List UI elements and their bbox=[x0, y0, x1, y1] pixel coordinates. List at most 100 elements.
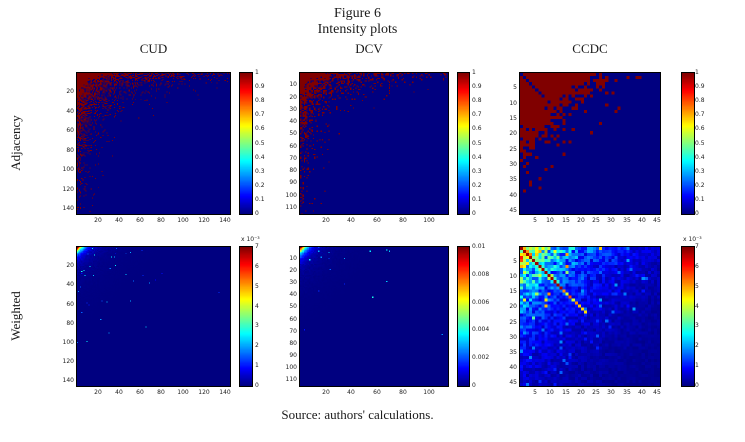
heatmap-canvas-weighted-cud bbox=[77, 247, 230, 386]
colorbar-tick-label-adjacency-dcv: 1 bbox=[472, 69, 476, 76]
y-tick-label-adjacency-dcv: 70 bbox=[289, 155, 297, 162]
y-tick-label-weighted-dcv: 80 bbox=[289, 340, 297, 347]
y-tick-label-adjacency-dcv: 100 bbox=[285, 192, 297, 199]
plot-area-weighted-ccdc bbox=[519, 246, 661, 387]
x-tick-label-adjacency-ccdc: 10 bbox=[546, 217, 554, 224]
colorbar-tick-label-weighted-dcv: 0.006 bbox=[472, 299, 490, 306]
y-tick-label-adjacency-ccdc: 5 bbox=[513, 84, 517, 91]
row-label-adjacency: Adjacency bbox=[8, 115, 23, 171]
x-tick-label-adjacency-ccdc: 20 bbox=[577, 217, 585, 224]
y-tick-label-weighted-dcv: 110 bbox=[285, 376, 297, 383]
y-tick-label-adjacency-cud: 120 bbox=[62, 186, 74, 193]
y-tick-label-weighted-cud: 40 bbox=[66, 281, 74, 288]
x-tick-label-weighted-dcv: 80 bbox=[399, 389, 407, 396]
y-tick-label-adjacency-dcv: 80 bbox=[289, 167, 297, 174]
x-tick-label-adjacency-cud: 100 bbox=[177, 217, 189, 224]
colorbar-tick-label-adjacency-dcv: 0 bbox=[472, 210, 476, 217]
heatmap-canvas-adjacency-cud bbox=[77, 73, 230, 214]
colorbar-tick-label-adjacency-cud: 0 bbox=[255, 210, 259, 217]
y-tick-label-adjacency-dcv: 30 bbox=[289, 106, 297, 113]
y-tick-label-adjacency-dcv: 20 bbox=[289, 94, 297, 101]
colorbar-tick-label-adjacency-cud: 0.8 bbox=[255, 97, 265, 104]
colorbar-multiplier-weighted-ccdc: x 10⁻³ bbox=[683, 236, 702, 243]
x-tick-label-weighted-cud: 20 bbox=[94, 389, 102, 396]
colorbar-tick-label-weighted-ccdc: 5 bbox=[695, 283, 699, 290]
colorbar-tick-label-adjacency-cud: 0.9 bbox=[255, 83, 265, 90]
y-tick-label-weighted-ccdc: 30 bbox=[509, 334, 517, 341]
y-tick-label-weighted-dcv: 70 bbox=[289, 328, 297, 335]
x-tick-label-weighted-ccdc: 15 bbox=[562, 389, 570, 396]
colorbar-tick-label-adjacency-cud: 0.4 bbox=[255, 154, 265, 161]
y-tick-label-adjacency-cud: 20 bbox=[66, 88, 74, 95]
colorbar-tick-label-weighted-ccdc: 1 bbox=[695, 362, 699, 369]
x-tick-label-adjacency-ccdc: 35 bbox=[623, 217, 631, 224]
x-tick-label-weighted-dcv: 60 bbox=[373, 389, 381, 396]
plot-area-weighted-cud bbox=[76, 246, 231, 387]
x-tick-label-adjacency-cud: 80 bbox=[157, 217, 165, 224]
x-tick-label-adjacency-dcv: 100 bbox=[423, 217, 435, 224]
x-tick-label-weighted-ccdc: 10 bbox=[546, 389, 554, 396]
colorbar-tick-label-adjacency-ccdc: 0.9 bbox=[695, 83, 705, 90]
colorbar-canvas-weighted-dcv bbox=[458, 247, 469, 386]
colorbar-tick-label-weighted-dcv: 0.002 bbox=[472, 354, 490, 361]
y-tick-label-adjacency-ccdc: 15 bbox=[509, 115, 517, 122]
y-tick-label-adjacency-ccdc: 35 bbox=[509, 176, 517, 183]
x-tick-label-adjacency-cud: 120 bbox=[198, 217, 210, 224]
colorbar-tick-label-adjacency-dcv: 0.4 bbox=[472, 154, 482, 161]
y-tick-label-weighted-dcv: 100 bbox=[285, 364, 297, 371]
colorbar-tick-label-adjacency-ccdc: 0.8 bbox=[695, 97, 705, 104]
y-tick-label-weighted-ccdc: 20 bbox=[509, 303, 517, 310]
y-tick-label-adjacency-ccdc: 40 bbox=[509, 192, 517, 199]
y-tick-label-weighted-cud: 120 bbox=[62, 358, 74, 365]
y-tick-label-adjacency-dcv: 110 bbox=[285, 204, 297, 211]
x-tick-label-weighted-dcv: 20 bbox=[322, 389, 330, 396]
x-tick-label-weighted-ccdc: 30 bbox=[607, 389, 615, 396]
column-header-cud: CUD bbox=[139, 41, 168, 56]
colorbar-tick-label-adjacency-ccdc: 0 bbox=[695, 210, 699, 217]
x-tick-label-weighted-ccdc: 20 bbox=[577, 389, 585, 396]
colorbar-tick-label-adjacency-ccdc: 0.4 bbox=[695, 154, 705, 161]
colorbar-tick-label-adjacency-ccdc: 0.2 bbox=[695, 182, 705, 189]
x-tick-label-adjacency-cud: 140 bbox=[219, 217, 231, 224]
heatmap-canvas-weighted-ccdc bbox=[520, 247, 660, 386]
plot-area-adjacency-dcv bbox=[299, 72, 449, 215]
colorbar-tick-label-weighted-cud: 0 bbox=[255, 382, 259, 389]
colorbar-weighted-ccdc bbox=[681, 246, 695, 387]
colorbar-tick-label-adjacency-ccdc: 0.7 bbox=[695, 111, 705, 118]
x-tick-label-adjacency-cud: 20 bbox=[94, 217, 102, 224]
colorbar-tick-label-weighted-ccdc: 2 bbox=[695, 342, 699, 349]
x-tick-label-weighted-cud: 40 bbox=[115, 389, 123, 396]
x-tick-label-weighted-ccdc: 5 bbox=[533, 389, 537, 396]
colorbar-tick-label-weighted-cud: 7 bbox=[255, 243, 259, 250]
colorbar-tick-label-weighted-cud: 3 bbox=[255, 322, 259, 329]
x-tick-label-weighted-cud: 100 bbox=[177, 389, 189, 396]
colorbar-canvas-adjacency-ccdc bbox=[682, 73, 694, 214]
y-tick-label-adjacency-ccdc: 20 bbox=[509, 130, 517, 137]
x-tick-label-weighted-cud: 140 bbox=[219, 389, 231, 396]
x-tick-label-weighted-dcv: 100 bbox=[423, 389, 435, 396]
colorbar-tick-label-weighted-cud: 4 bbox=[255, 303, 259, 310]
colorbar-tick-label-weighted-ccdc: 7 bbox=[695, 243, 699, 250]
colorbar-tick-label-weighted-dcv: 0.004 bbox=[472, 326, 490, 333]
colorbar-tick-label-weighted-cud: 6 bbox=[255, 263, 259, 270]
y-tick-label-weighted-cud: 140 bbox=[62, 377, 74, 384]
x-tick-label-weighted-cud: 80 bbox=[157, 389, 165, 396]
colorbar-tick-label-weighted-cud: 1 bbox=[255, 362, 259, 369]
y-tick-label-adjacency-cud: 100 bbox=[62, 166, 74, 173]
colorbar-tick-label-adjacency-ccdc: 1 bbox=[695, 69, 699, 76]
y-tick-label-weighted-ccdc: 10 bbox=[509, 273, 517, 280]
y-tick-label-adjacency-dcv: 50 bbox=[289, 130, 297, 137]
colorbar-canvas-weighted-cud bbox=[240, 247, 252, 386]
x-tick-label-weighted-ccdc: 25 bbox=[592, 389, 600, 396]
y-tick-label-adjacency-ccdc: 45 bbox=[509, 207, 517, 214]
x-tick-label-adjacency-dcv: 40 bbox=[347, 217, 355, 224]
colorbar-tick-label-adjacency-ccdc: 0.3 bbox=[695, 168, 705, 175]
colorbar-multiplier-weighted-cud: x 10⁻³ bbox=[241, 236, 260, 243]
colorbar-tick-label-adjacency-cud: 0.3 bbox=[255, 168, 265, 175]
colorbar-tick-label-weighted-dcv: 0.01 bbox=[472, 243, 486, 250]
y-tick-label-weighted-cud: 60 bbox=[66, 301, 74, 308]
colorbar-tick-label-adjacency-cud: 0.2 bbox=[255, 182, 265, 189]
colorbar-tick-label-weighted-dcv: 0 bbox=[472, 382, 476, 389]
y-tick-label-weighted-dcv: 50 bbox=[289, 303, 297, 310]
colorbar-tick-label-weighted-ccdc: 3 bbox=[695, 322, 699, 329]
